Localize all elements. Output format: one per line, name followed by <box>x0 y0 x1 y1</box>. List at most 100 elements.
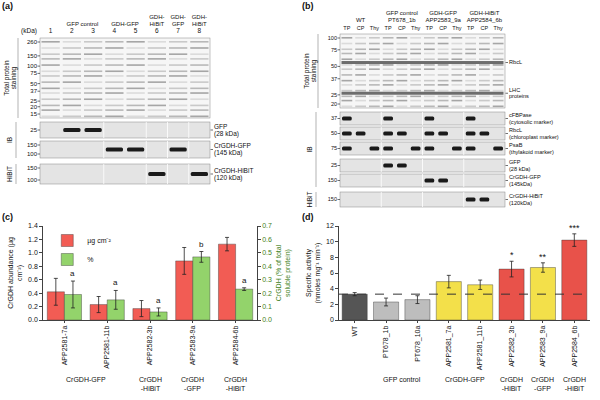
svg-text:0.6: 0.6 <box>262 236 272 243</box>
svg-text:1.0: 1.0 <box>28 249 38 256</box>
svg-text:0.4: 0.4 <box>28 290 38 297</box>
svg-text:6: 6 <box>330 269 334 276</box>
svg-text:WT: WT <box>356 17 366 23</box>
svg-text:0.8: 0.8 <box>28 263 38 270</box>
svg-text:RbcL(chloroplast marker): RbcL(chloroplast marker) <box>509 127 559 139</box>
svg-text:4: 4 <box>113 27 117 34</box>
svg-text:2: 2 <box>330 301 334 308</box>
svg-text:CrGDH-HiBiT: CrGDH-HiBiT <box>563 376 586 392</box>
svg-text:(b): (b) <box>302 1 314 11</box>
svg-text:Thy: Thy <box>452 25 461 31</box>
svg-text:150: 150 <box>328 196 337 202</box>
svg-text:GFP controlPT678_1b: GFP controlPT678_1b <box>386 10 418 23</box>
svg-text:APP2582-3b: APP2582-3b <box>146 325 153 365</box>
svg-text:CrGDH abundance (µgcm⁻²): CrGDH abundance (µgcm⁻²) <box>7 237 24 309</box>
svg-text:TP: TP <box>467 25 474 31</box>
svg-text:PT678_1b: PT678_1b <box>382 326 390 358</box>
svg-text:2: 2 <box>70 27 74 34</box>
svg-text:5: 5 <box>134 27 138 34</box>
svg-text:CrGDH-HiBiT(120 kDa): CrGDH-HiBiT(120 kDa) <box>214 167 253 182</box>
svg-text:CP: CP <box>357 25 365 31</box>
svg-text:IB: IB <box>306 146 313 152</box>
svg-text:CP: CP <box>481 25 489 31</box>
svg-text:0.2: 0.2 <box>262 290 272 297</box>
svg-text:TP: TP <box>385 25 392 31</box>
svg-text:1: 1 <box>49 27 53 34</box>
svg-text:PsaB(thylakoid marker): PsaB(thylakoid marker) <box>509 142 554 154</box>
svg-text:CrGDH-HiBiT: CrGDH-HiBiT <box>139 376 162 392</box>
svg-text:25: 25 <box>331 92 337 98</box>
svg-text:GDH-GFP: GDH-GFP <box>170 14 185 27</box>
svg-text:150: 150 <box>27 142 38 148</box>
svg-text:50: 50 <box>331 130 337 136</box>
svg-text:Total proteinstaining: Total proteinstaining <box>3 60 18 96</box>
svg-text:75: 75 <box>331 47 337 53</box>
svg-text:20: 20 <box>331 101 337 107</box>
svg-text:*: * <box>510 250 514 260</box>
svg-text:CrGDH-GFP: CrGDH-GFP <box>66 376 106 383</box>
svg-text:0.7: 0.7 <box>262 222 272 229</box>
svg-text:WT: WT <box>351 325 358 337</box>
svg-text:a: a <box>242 276 247 285</box>
svg-text:***: *** <box>569 223 580 233</box>
svg-text:LHCproteins: LHCproteins <box>509 87 529 99</box>
svg-text:RbcL: RbcL <box>509 59 522 65</box>
svg-text:260: 260 <box>27 39 38 45</box>
svg-text:0.6: 0.6 <box>28 276 38 283</box>
svg-text:CrGDH-GFP: CrGDH-GFP <box>531 376 554 392</box>
svg-text:20: 20 <box>30 104 37 110</box>
svg-text:Thy: Thy <box>411 25 420 31</box>
svg-text:150: 150 <box>328 177 337 183</box>
svg-text:TP: TP <box>343 25 350 31</box>
svg-text:6: 6 <box>155 27 159 34</box>
svg-text:CP: CP <box>439 25 447 31</box>
svg-text:75: 75 <box>331 145 337 151</box>
svg-text:7: 7 <box>176 27 180 34</box>
svg-text:0.0: 0.0 <box>28 316 38 323</box>
svg-text:a: a <box>113 278 118 287</box>
svg-text:CrGDH-GFP(145kDa): CrGDH-GFP(145kDa) <box>509 174 541 186</box>
svg-text:0.5: 0.5 <box>262 249 272 256</box>
svg-text:CrGDH-GFP: CrGDH-GFP <box>181 376 204 392</box>
svg-text:150: 150 <box>27 165 38 171</box>
svg-text:GDH-GFPAPP2583_9a: GDH-GFPAPP2583_9a <box>425 10 461 23</box>
svg-text:GDH-HiBiT: GDH-HiBiT <box>149 14 164 27</box>
svg-text:CrGDH-GFP(145 kDa): CrGDH-GFP(145 kDa) <box>214 142 251 157</box>
svg-text:CrGDH (% of totalsoluble prote: CrGDH (% of totalsoluble protein) <box>275 244 292 301</box>
svg-text:100: 100 <box>328 35 337 41</box>
svg-text:3: 3 <box>91 27 95 34</box>
svg-text:HiBiT: HiBiT <box>306 192 313 208</box>
svg-text:(a): (a) <box>2 1 13 11</box>
svg-text:GDH-HiBiTAPP2584_6b: GDH-HiBiTAPP2584_6b <box>467 10 503 23</box>
svg-text:CrGDH-HiBiT: CrGDH-HiBiT <box>500 376 523 392</box>
svg-text:CP: CP <box>398 25 406 31</box>
svg-text:Thy: Thy <box>370 25 379 31</box>
svg-text:Total proteinstaining: Total proteinstaining <box>303 53 318 89</box>
svg-text:**: ** <box>539 252 547 262</box>
svg-text:Specific activity(nmoles mg⁻¹: Specific activity(nmoles mg⁻¹ min⁻¹) <box>305 243 322 304</box>
svg-text:GFP(28 kDa): GFP(28 kDa) <box>214 123 239 138</box>
svg-text:APP2581-11b: APP2581-11b <box>103 326 110 369</box>
svg-text:100: 100 <box>27 177 38 183</box>
svg-text:75: 75 <box>30 70 37 76</box>
svg-text:37: 37 <box>331 76 337 82</box>
svg-text:APP2582_3b: APP2582_3b <box>508 326 516 367</box>
svg-text:150: 150 <box>27 53 38 59</box>
svg-text:b: b <box>199 240 204 249</box>
svg-text:IB: IB <box>6 137 13 143</box>
svg-text:a: a <box>70 269 75 278</box>
svg-text:0: 0 <box>330 316 334 323</box>
svg-text:a: a <box>156 296 161 305</box>
svg-text:15: 15 <box>30 111 37 117</box>
svg-text:4: 4 <box>330 285 334 292</box>
svg-text:GFP control: GFP control <box>383 376 421 383</box>
svg-text:10: 10 <box>326 238 334 245</box>
svg-text:100: 100 <box>27 151 38 157</box>
svg-text:25: 25 <box>331 162 337 168</box>
svg-text:0.3: 0.3 <box>262 276 272 283</box>
svg-text:CrGDH-HiBiT: CrGDH-HiBiT <box>224 376 247 392</box>
svg-text:Thy: Thy <box>494 25 503 31</box>
svg-text:APP2583-9a: APP2583-9a <box>189 325 196 365</box>
svg-text:1.2: 1.2 <box>28 236 38 243</box>
svg-text:%: % <box>87 256 93 263</box>
